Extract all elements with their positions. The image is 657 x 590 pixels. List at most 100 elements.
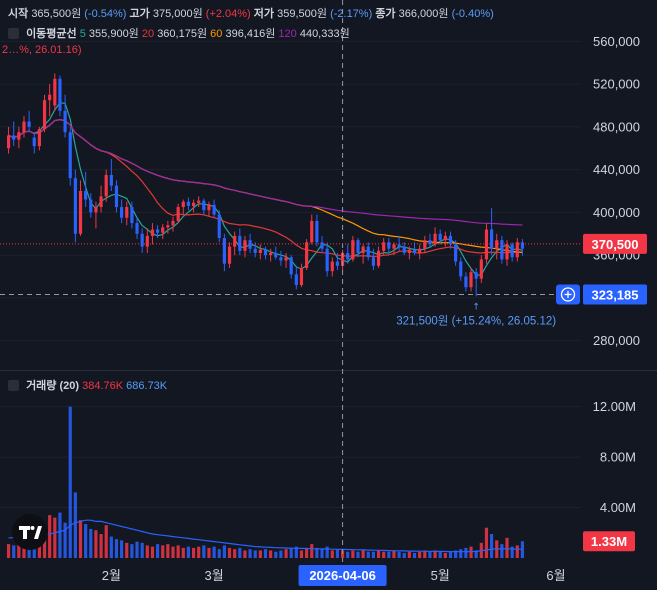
volume-bar bbox=[212, 546, 216, 558]
time-tick-label: 2월 bbox=[102, 568, 121, 583]
candle-body bbox=[191, 202, 196, 206]
crosshair-price-label: 323,185 bbox=[592, 287, 639, 302]
tradingview-logo-icon[interactable] bbox=[12, 514, 48, 550]
candle-body bbox=[448, 235, 453, 245]
volume-bar bbox=[346, 551, 350, 558]
candle-body bbox=[32, 137, 36, 147]
volume-badge bbox=[583, 531, 635, 552]
candle-body bbox=[99, 196, 103, 208]
volume-bar bbox=[402, 552, 406, 558]
volume-bar bbox=[284, 549, 288, 558]
volume-ma-line bbox=[8, 519, 523, 553]
candle-body bbox=[351, 240, 355, 260]
candle-body bbox=[305, 242, 309, 268]
grid-lines bbox=[0, 40, 657, 509]
candles bbox=[6, 73, 525, 297]
low-arrow-icon: ↑ bbox=[472, 302, 480, 312]
volume-tick-label: 4.00M bbox=[600, 500, 636, 515]
candle-body bbox=[186, 201, 191, 206]
volume-bar bbox=[428, 551, 432, 558]
candle-body bbox=[402, 246, 406, 253]
volume-header[interactable]: 거래량 (20) 384.76K 686.73K bbox=[8, 377, 167, 393]
eye-toggle-icon[interactable] bbox=[8, 28, 19, 39]
volume-bar bbox=[454, 550, 458, 558]
candle-body bbox=[73, 178, 77, 234]
candle-body bbox=[495, 240, 499, 249]
volume-bar bbox=[207, 547, 211, 558]
volume-bar bbox=[351, 550, 355, 558]
volume-bar bbox=[382, 551, 386, 558]
volume-bar bbox=[464, 547, 468, 558]
candle-body bbox=[500, 240, 504, 260]
candle-body bbox=[181, 201, 185, 208]
volume-bar bbox=[140, 542, 144, 558]
open-value: 365,500원 bbox=[31, 8, 82, 20]
candle-body bbox=[510, 244, 514, 258]
candle-body bbox=[135, 223, 139, 234]
candle-body bbox=[505, 244, 509, 260]
plus-icon bbox=[560, 287, 576, 302]
volume-bar bbox=[78, 520, 83, 558]
candle-body bbox=[443, 235, 447, 241]
current-price-badge bbox=[583, 233, 647, 254]
volume-bar bbox=[294, 546, 298, 558]
chart-overlays: ↑321,500원 (+15.24%, 26.05.12) bbox=[0, 0, 580, 562]
candle-body bbox=[412, 249, 417, 253]
candle-body bbox=[155, 229, 160, 233]
candle-body bbox=[315, 220, 319, 243]
candle-body bbox=[6, 135, 11, 149]
volume-bar bbox=[469, 546, 473, 558]
price-tick-label: 400,000 bbox=[593, 205, 640, 220]
candle-body bbox=[166, 225, 170, 228]
candle-body bbox=[392, 244, 396, 249]
volume-bar bbox=[356, 551, 360, 558]
eye-toggle-icon[interactable] bbox=[8, 380, 19, 391]
candle-body bbox=[263, 249, 268, 256]
candle-body bbox=[366, 246, 370, 258]
volume-bar bbox=[27, 545, 31, 558]
volume-bar bbox=[181, 547, 185, 558]
high-annotation: 2…%, 26.01.16) bbox=[2, 44, 82, 56]
crosshair-date-label: 2026-04-06 bbox=[309, 568, 376, 583]
volume-label: 거래량 (20) bbox=[26, 380, 80, 392]
volume-bar bbox=[320, 549, 324, 558]
ma-header[interactable]: 이동평균선 5 355,900원 20 360,175원 60 396,416원… bbox=[8, 25, 350, 41]
volume-bar bbox=[6, 544, 11, 558]
ma-label: 이동평균선 bbox=[26, 28, 77, 40]
candle-body bbox=[340, 252, 345, 266]
volume-bar bbox=[150, 546, 155, 558]
candle-body bbox=[361, 246, 365, 253]
candle-body bbox=[248, 240, 252, 249]
candle-body bbox=[37, 129, 41, 147]
ma20-period: 20 bbox=[141, 28, 155, 40]
volume-bar bbox=[73, 492, 77, 558]
candle-body bbox=[161, 227, 165, 233]
candle-body bbox=[130, 207, 134, 224]
candle-body bbox=[233, 235, 237, 247]
volume-bar bbox=[315, 547, 319, 558]
ma120-line bbox=[8, 118, 523, 226]
candle-body bbox=[176, 207, 180, 221]
ma5-period: 5 bbox=[79, 28, 86, 40]
volume-bar bbox=[340, 550, 345, 558]
volume-bar bbox=[166, 544, 170, 558]
volume-bar bbox=[269, 550, 273, 558]
price-tick-label: 480,000 bbox=[593, 119, 640, 134]
time-tick-label: 5월 bbox=[431, 568, 450, 583]
candle-body bbox=[89, 199, 93, 213]
high-value: 375,000원 bbox=[152, 8, 203, 20]
volume-bar bbox=[89, 528, 93, 558]
candle-body bbox=[330, 261, 334, 272]
candle-body bbox=[238, 235, 242, 251]
volume-bar bbox=[32, 541, 36, 558]
candle-body bbox=[53, 78, 57, 106]
volume-bar bbox=[263, 549, 268, 558]
candle-body bbox=[212, 204, 216, 215]
volume-bar bbox=[459, 549, 463, 558]
candle-body bbox=[243, 240, 247, 251]
volume-bar bbox=[53, 517, 57, 558]
candle-body bbox=[202, 200, 206, 211]
volume-bar bbox=[361, 550, 365, 558]
candle-body bbox=[27, 121, 31, 127]
